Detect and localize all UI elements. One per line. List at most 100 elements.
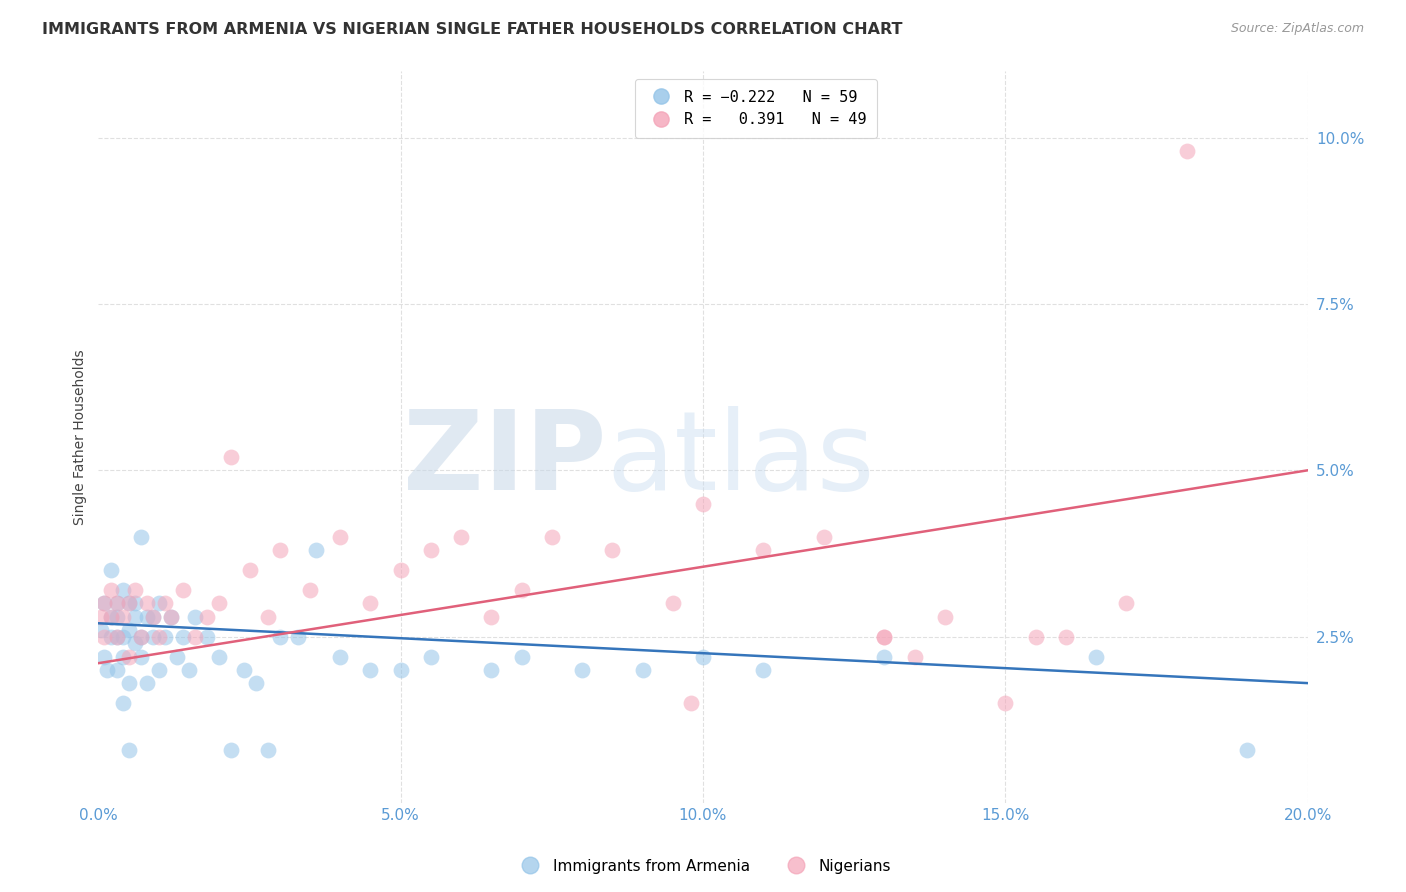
Point [118, 649, 141, 664]
Point [100, 563, 122, 577]
Point [111, 696, 134, 710]
Point [360, 596, 382, 610]
Point [93, 596, 115, 610]
Point [148, 663, 170, 677]
Point [93, 596, 115, 610]
Point [1175, 144, 1198, 158]
Point [692, 649, 714, 664]
Point [873, 649, 896, 664]
Point [124, 582, 146, 597]
Point [692, 497, 714, 511]
Point [105, 663, 128, 677]
Point [994, 696, 1017, 710]
Point [148, 596, 170, 610]
Point [221, 450, 243, 464]
Point [100, 630, 122, 644]
Text: IMMIGRANTS FROM ARMENIA VS NIGERIAN SINGLE FATHER HOUSEHOLDS CORRELATION CHART: IMMIGRANTS FROM ARMENIA VS NIGERIAN SING… [42, 22, 903, 37]
Point [934, 609, 956, 624]
Point [662, 596, 685, 610]
Point [510, 582, 533, 597]
Legend: R = −0.222   N = 59, R =   0.391   N = 49: R = −0.222 N = 59, R = 0.391 N = 49 [634, 79, 877, 138]
Point [124, 596, 146, 610]
Point [100, 609, 122, 624]
Point [208, 649, 231, 664]
Point [450, 530, 472, 544]
Point [118, 596, 141, 610]
Point [118, 623, 141, 637]
Point [269, 630, 291, 644]
Point [329, 530, 352, 544]
Point [184, 630, 207, 644]
Point [256, 742, 278, 756]
Point [904, 649, 927, 664]
Point [135, 676, 157, 690]
Point [1024, 630, 1046, 644]
Point [571, 663, 593, 677]
Point [100, 582, 122, 597]
Point [1115, 596, 1137, 610]
Point [184, 609, 207, 624]
Point [111, 649, 134, 664]
Legend: Immigrants from Armenia, Nigerians: Immigrants from Armenia, Nigerians [509, 853, 897, 880]
Text: atlas: atlas [606, 406, 875, 513]
Point [142, 609, 165, 624]
Point [111, 582, 134, 597]
Point [232, 663, 254, 677]
Point [389, 663, 412, 677]
Point [1054, 630, 1077, 644]
Point [172, 582, 194, 597]
Point [752, 663, 775, 677]
Point [481, 609, 503, 624]
Point [873, 630, 896, 644]
Point [245, 676, 267, 690]
Point [195, 630, 218, 644]
Point [135, 609, 157, 624]
Point [179, 663, 201, 677]
Point [153, 630, 176, 644]
Point [153, 596, 176, 610]
Point [389, 563, 412, 577]
Y-axis label: Single Father Households: Single Father Households [73, 350, 87, 524]
Point [420, 543, 443, 558]
Point [166, 649, 188, 664]
Point [1236, 742, 1258, 756]
Point [111, 630, 134, 644]
Text: ZIP: ZIP [404, 406, 606, 513]
Point [124, 636, 146, 650]
Point [105, 596, 128, 610]
Point [111, 609, 134, 624]
Point [360, 663, 382, 677]
Point [329, 649, 352, 664]
Point [100, 609, 122, 624]
Point [90, 623, 112, 637]
Point [129, 630, 152, 644]
Point [631, 663, 654, 677]
Point [93, 649, 115, 664]
Point [90, 609, 112, 624]
Point [93, 630, 115, 644]
Point [510, 649, 533, 664]
Point [287, 630, 309, 644]
Text: Source: ZipAtlas.com: Source: ZipAtlas.com [1230, 22, 1364, 36]
Point [195, 609, 218, 624]
Point [1085, 649, 1108, 664]
Point [540, 530, 562, 544]
Point [118, 742, 141, 756]
Point [160, 609, 183, 624]
Point [124, 609, 146, 624]
Point [118, 676, 141, 690]
Point [752, 543, 775, 558]
Point [679, 696, 702, 710]
Point [135, 596, 157, 610]
Point [299, 582, 322, 597]
Point [813, 530, 835, 544]
Point [239, 563, 262, 577]
Point [305, 543, 328, 558]
Point [420, 649, 443, 664]
Point [481, 663, 503, 677]
Point [602, 543, 624, 558]
Point [269, 543, 291, 558]
Point [118, 596, 141, 610]
Point [142, 609, 165, 624]
Point [129, 630, 152, 644]
